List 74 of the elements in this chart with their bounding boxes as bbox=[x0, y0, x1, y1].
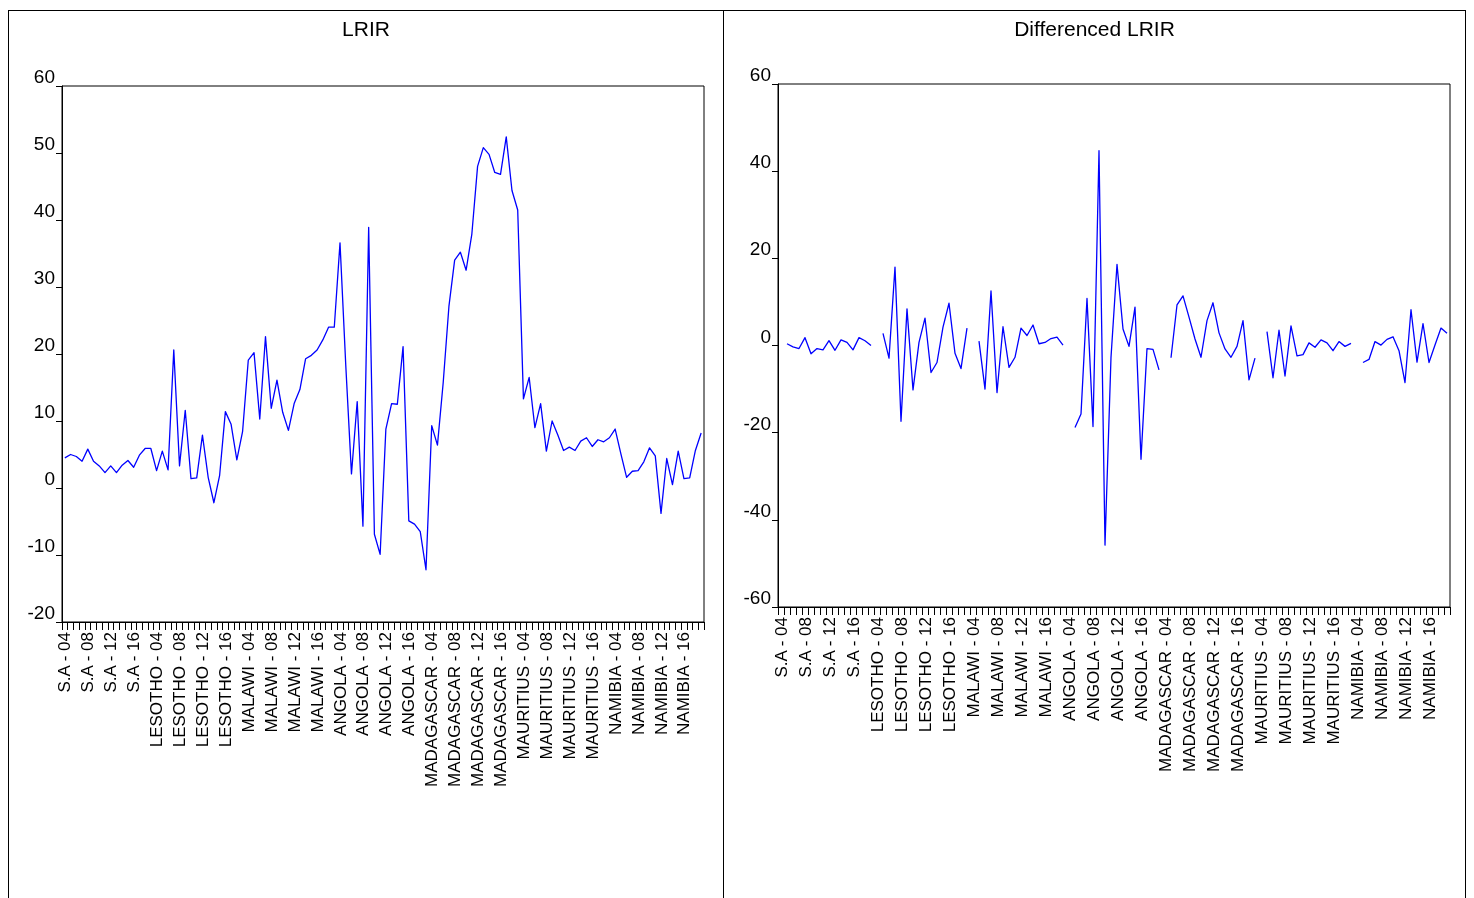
x-tick-label: MAURITIUS - 08 bbox=[1275, 617, 1295, 745]
x-tick-label: MALAWI - 12 bbox=[284, 632, 304, 733]
x-tick-label: MADAGASCAR - 12 bbox=[468, 632, 488, 787]
y-tick-label: -20 bbox=[27, 602, 55, 623]
x-tick-label: MADAGASCAR - 08 bbox=[445, 632, 465, 787]
y-tick-label: -60 bbox=[743, 587, 771, 608]
x-tick-label: LESOTHO - 04 bbox=[147, 632, 167, 748]
x-tick-label: NAMIBIA - 12 bbox=[1395, 617, 1415, 720]
x-tick-label: NAMIBIA - 16 bbox=[1419, 617, 1439, 720]
x-tick-label: NAMIBIA - 04 bbox=[605, 632, 625, 735]
x-tick-label: MAURITIUS - 12 bbox=[1299, 617, 1319, 745]
x-tick-label: MADAGASCAR - 16 bbox=[491, 632, 511, 787]
x-tick-label: NAMIBIA - 12 bbox=[651, 632, 671, 735]
x-tick-label: NAMIBIA - 08 bbox=[628, 632, 648, 735]
y-tick-label: 0 bbox=[760, 325, 771, 347]
x-tick-label: S.A - 16 bbox=[843, 617, 863, 678]
x-tick-label: ANGOLA - 08 bbox=[353, 632, 373, 736]
y-tick-label: 10 bbox=[33, 401, 55, 422]
x-tick-label: ANGOLA - 04 bbox=[330, 632, 350, 736]
x-tick-label: ANGOLA - 16 bbox=[1131, 617, 1151, 721]
x-tick-label: MADAGASCAR - 08 bbox=[1179, 617, 1199, 772]
y-tick-label: 0 bbox=[44, 468, 55, 489]
x-tick-label: S.A - 04 bbox=[771, 617, 791, 678]
x-tick-label: MADAGASCAR - 04 bbox=[422, 632, 442, 787]
x-tick-label: S.A - 08 bbox=[78, 632, 98, 693]
x-tick-label: S.A - 12 bbox=[101, 632, 121, 693]
x-tick-label: ANGOLA - 08 bbox=[1083, 617, 1103, 721]
x-tick-label: MAURITIUS - 12 bbox=[559, 632, 579, 760]
chart-title: LRIR bbox=[342, 17, 390, 40]
x-tick-label: MALAWI - 04 bbox=[963, 617, 983, 718]
x-tick-label: LESOTHO - 16 bbox=[215, 632, 235, 748]
x-tick-label: NAMIBIA - 08 bbox=[1371, 617, 1391, 720]
x-tick-label: ANGOLA - 04 bbox=[1059, 617, 1079, 721]
chart-title: Differenced LRIR bbox=[1014, 17, 1175, 40]
x-tick-label: MAURITIUS - 08 bbox=[536, 632, 556, 760]
x-tick-label: MALAWI - 16 bbox=[307, 632, 327, 733]
y-tick-label: 40 bbox=[749, 151, 771, 173]
x-tick-label: MAURITIUS - 04 bbox=[513, 632, 533, 760]
x-tick-label: S.A - 12 bbox=[819, 617, 839, 678]
y-tick-label: 40 bbox=[33, 200, 55, 221]
x-tick-label: MALAWI - 08 bbox=[987, 617, 1007, 718]
x-tick-label: MAURITIUS - 16 bbox=[1323, 617, 1343, 745]
x-tick-label: LESOTHO - 04 bbox=[867, 617, 887, 733]
y-tick-label: 60 bbox=[33, 66, 55, 87]
x-tick-label: S.A - 08 bbox=[795, 617, 815, 678]
x-tick-label: MALAWI - 04 bbox=[238, 632, 258, 733]
x-tick-label: S.A - 04 bbox=[55, 632, 75, 693]
x-tick-label: LESOTHO - 12 bbox=[915, 617, 935, 733]
x-tick-label: LESOTHO - 12 bbox=[192, 632, 212, 748]
x-tick-label: MADAGASCAR - 04 bbox=[1155, 617, 1175, 772]
x-tick-label: LESOTHO - 16 bbox=[939, 617, 959, 733]
x-tick-label: NAMIBIA - 16 bbox=[674, 632, 694, 735]
x-tick-label: LESOTHO - 08 bbox=[891, 617, 911, 733]
x-tick-label: ANGOLA - 16 bbox=[399, 632, 419, 736]
x-tick-label: NAMIBIA - 04 bbox=[1347, 617, 1367, 720]
x-tick-label: LESOTHO - 08 bbox=[170, 632, 190, 748]
y-tick-label: -20 bbox=[743, 412, 771, 434]
y-tick-label: -40 bbox=[743, 499, 771, 521]
x-tick-label: MALAWI - 16 bbox=[1035, 617, 1055, 718]
x-tick-label: ANGOLA - 12 bbox=[1107, 617, 1127, 721]
y-tick-label: -10 bbox=[27, 535, 55, 556]
x-tick-label: MALAWI - 08 bbox=[261, 632, 281, 733]
x-tick-label: MADAGASCAR - 16 bbox=[1227, 617, 1247, 772]
y-tick-label: 60 bbox=[749, 64, 771, 85]
x-tick-label: MALAWI - 12 bbox=[1011, 617, 1031, 718]
x-tick-label: MADAGASCAR - 12 bbox=[1203, 617, 1223, 772]
y-tick-label: 20 bbox=[33, 334, 55, 355]
x-tick-label: MAURITIUS - 04 bbox=[1251, 617, 1271, 745]
y-tick-label: 30 bbox=[33, 267, 55, 288]
x-tick-label: S.A - 16 bbox=[124, 632, 144, 693]
y-tick-label: 50 bbox=[33, 133, 55, 154]
x-tick-label: ANGOLA - 12 bbox=[376, 632, 396, 736]
x-tick-label: MAURITIUS - 16 bbox=[582, 632, 602, 760]
y-tick-label: 20 bbox=[749, 238, 771, 260]
